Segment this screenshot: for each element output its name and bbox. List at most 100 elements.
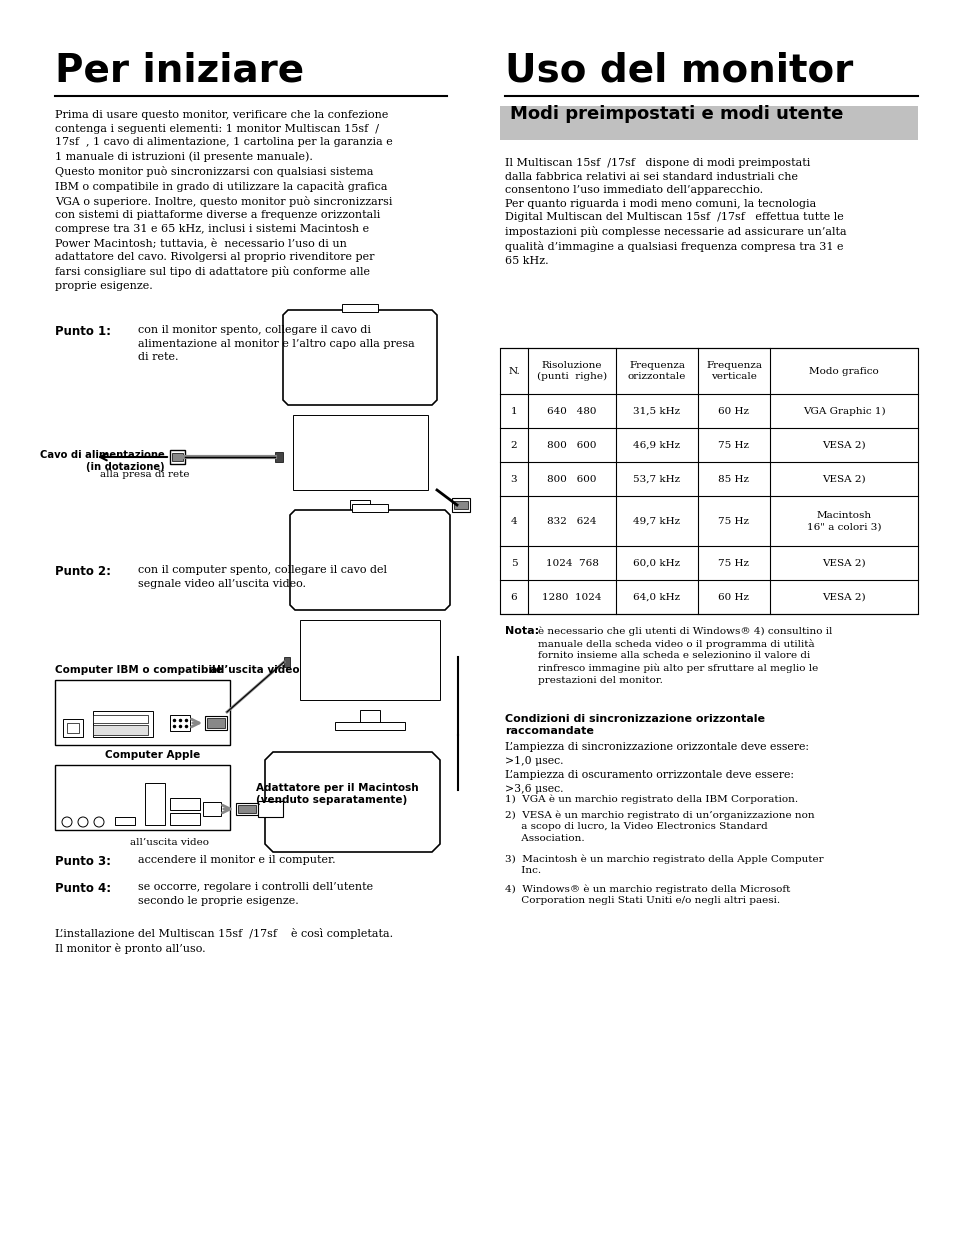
Text: Uso del monitor: Uso del monitor — [504, 52, 852, 89]
Bar — [92, 715, 148, 723]
Text: 2: 2 — [510, 441, 517, 450]
Bar — [170, 715, 190, 732]
Text: se occorre, regolare i controlli dell’utente
secondo le proprie esigenze.: se occorre, regolare i controlli dell’ut… — [138, 882, 373, 905]
Text: 1280  1024: 1280 1024 — [541, 592, 601, 601]
Text: 60 Hz: 60 Hz — [718, 592, 749, 601]
Text: Punto 4:: Punto 4: — [55, 882, 111, 895]
Bar — [328, 512, 392, 520]
Text: all’uscita video: all’uscita video — [130, 838, 209, 847]
Text: Modi preimpostati e modi utente: Modi preimpostati e modi utente — [510, 106, 842, 123]
Bar — [284, 657, 290, 667]
Text: Nota:: Nota: — [504, 626, 538, 636]
Bar — [92, 725, 148, 735]
Polygon shape — [265, 751, 439, 852]
Bar — [170, 814, 200, 825]
Bar — [452, 498, 470, 512]
Text: Frequenza
verticale: Frequenza verticale — [705, 361, 761, 381]
Text: Risoluzione
(punti  righe): Risoluzione (punti righe) — [537, 361, 606, 381]
Text: 75 Hz: 75 Hz — [718, 559, 749, 568]
Text: 1)  VGA è un marchio registrato della IBM Corporation.: 1) VGA è un marchio registrato della IBM… — [504, 794, 798, 804]
Text: Computer IBM o compatibile: Computer IBM o compatibile — [55, 664, 222, 674]
Text: Per iniziare: Per iniziare — [55, 52, 304, 89]
Text: 31,5 kHz: 31,5 kHz — [633, 406, 679, 416]
Bar — [293, 415, 428, 491]
Text: VESA 2): VESA 2) — [821, 592, 865, 601]
Text: Condizioni di sincronizzazione orizzontale
raccomandate: Condizioni di sincronizzazione orizzonta… — [504, 714, 764, 737]
Text: 53,7 kHz: 53,7 kHz — [633, 474, 679, 483]
Polygon shape — [290, 510, 450, 610]
Text: VESA 2): VESA 2) — [821, 474, 865, 483]
Text: 4: 4 — [510, 517, 517, 525]
Text: 75 Hz: 75 Hz — [718, 441, 749, 450]
Text: 75 Hz: 75 Hz — [718, 517, 749, 525]
Bar — [341, 304, 377, 312]
Text: 800   600: 800 600 — [547, 474, 597, 483]
Text: 3)  Macintosh è un marchio registrato della Apple Computer
     Inc.: 3) Macintosh è un marchio registrato del… — [504, 854, 822, 876]
Text: VGA Graphic 1): VGA Graphic 1) — [801, 406, 884, 416]
Text: 640   480: 640 480 — [547, 406, 597, 416]
Text: 5: 5 — [510, 559, 517, 568]
Bar — [55, 681, 230, 745]
Bar — [274, 452, 283, 462]
Circle shape — [78, 817, 88, 827]
Text: 2)  VESA è un marchio registrato di un’organizzazione non
     a scopo di lucro,: 2) VESA è un marchio registrato di un’or… — [504, 810, 814, 843]
Text: 6: 6 — [510, 592, 517, 601]
Bar — [350, 501, 370, 512]
Text: con il computer spento, collegare il cavo del
segnale video all’uscita video.: con il computer spento, collegare il cav… — [138, 565, 387, 589]
Bar — [237, 805, 255, 814]
Text: 60,0 kHz: 60,0 kHz — [633, 559, 679, 568]
Bar — [170, 799, 200, 810]
Text: 85 Hz: 85 Hz — [718, 474, 749, 483]
Text: 64,0 kHz: 64,0 kHz — [633, 592, 679, 601]
Text: Frequenza
orizzontale: Frequenza orizzontale — [627, 361, 685, 381]
Text: è necessario che gli utenti di Windows® 4) consultino il
manuale della scheda vi: è necessario che gli utenti di Windows® … — [537, 626, 832, 684]
Text: 46,9 kHz: 46,9 kHz — [633, 441, 679, 450]
Text: Cavo di alimentazione
(in dotazione): Cavo di alimentazione (in dotazione) — [40, 450, 165, 472]
Text: 800   600: 800 600 — [547, 441, 597, 450]
Text: all’uscita video: all’uscita video — [210, 664, 299, 674]
Text: alla presa di rete: alla presa di rete — [100, 469, 190, 479]
Text: Punto 2:: Punto 2: — [55, 565, 111, 578]
Bar — [92, 710, 152, 737]
Polygon shape — [283, 310, 436, 405]
Text: 1: 1 — [510, 406, 517, 416]
Text: Macintosh
16" a colori 3): Macintosh 16" a colori 3) — [806, 510, 881, 532]
Text: 4)  Windows® è un marchio registrato della Microsoft
     Corporation negli Stat: 4) Windows® è un marchio registrato dell… — [504, 884, 789, 905]
Text: Prima di usare questo monitor, verificare che la confezione
contenga i seguenti : Prima di usare questo monitor, verificar… — [55, 111, 393, 291]
Bar — [235, 804, 257, 815]
Text: Computer Apple: Computer Apple — [105, 750, 200, 760]
Bar — [454, 501, 468, 509]
Bar — [352, 504, 388, 512]
Bar — [115, 817, 135, 825]
Bar — [170, 450, 185, 465]
Text: L’ampiezza di sincronizzazione orizzontale deve essere:
>1,0 μsec.
L’ampiezza di: L’ampiezza di sincronizzazione orizzonta… — [504, 741, 808, 794]
Text: N.: N. — [508, 366, 519, 375]
Text: 1024  768: 1024 768 — [545, 559, 598, 568]
Text: Punto 3:: Punto 3: — [55, 854, 111, 868]
Bar — [63, 719, 83, 737]
Text: L’installazione del Multiscan 15sf  /17sf    è così completata.
Il monitor è pro: L’installazione del Multiscan 15sf /17sf… — [55, 928, 393, 954]
Bar — [335, 722, 405, 730]
Bar — [205, 715, 227, 730]
Text: 3: 3 — [510, 474, 517, 483]
Text: 60 Hz: 60 Hz — [718, 406, 749, 416]
Text: VESA 2): VESA 2) — [821, 441, 865, 450]
Text: con il monitor spento, collegare il cavo di
alimentazione al monitor e l’altro c: con il monitor spento, collegare il cavo… — [138, 325, 415, 363]
Text: Modo grafico: Modo grafico — [808, 366, 878, 375]
Bar — [203, 802, 221, 816]
Bar — [172, 453, 183, 461]
Circle shape — [94, 817, 104, 827]
Text: 832   624: 832 624 — [547, 517, 597, 525]
Text: Il Multiscan 15sf  /17sf   dispone di modi preimpostati
dalla fabbrica relativi : Il Multiscan 15sf /17sf dispone di modi … — [504, 158, 845, 266]
Bar — [145, 782, 165, 825]
Text: Adattatore per il Macintosh
(venduto separatamente): Adattatore per il Macintosh (venduto sep… — [255, 782, 418, 805]
Circle shape — [62, 817, 71, 827]
Bar — [55, 765, 230, 830]
Bar — [257, 801, 283, 817]
Text: Punto 1:: Punto 1: — [55, 325, 111, 338]
Text: 49,7 kHz: 49,7 kHz — [633, 517, 679, 525]
Text: accendere il monitor e il computer.: accendere il monitor e il computer. — [138, 854, 335, 864]
Bar — [207, 718, 225, 728]
Bar — [359, 710, 379, 722]
Bar — [499, 106, 917, 140]
